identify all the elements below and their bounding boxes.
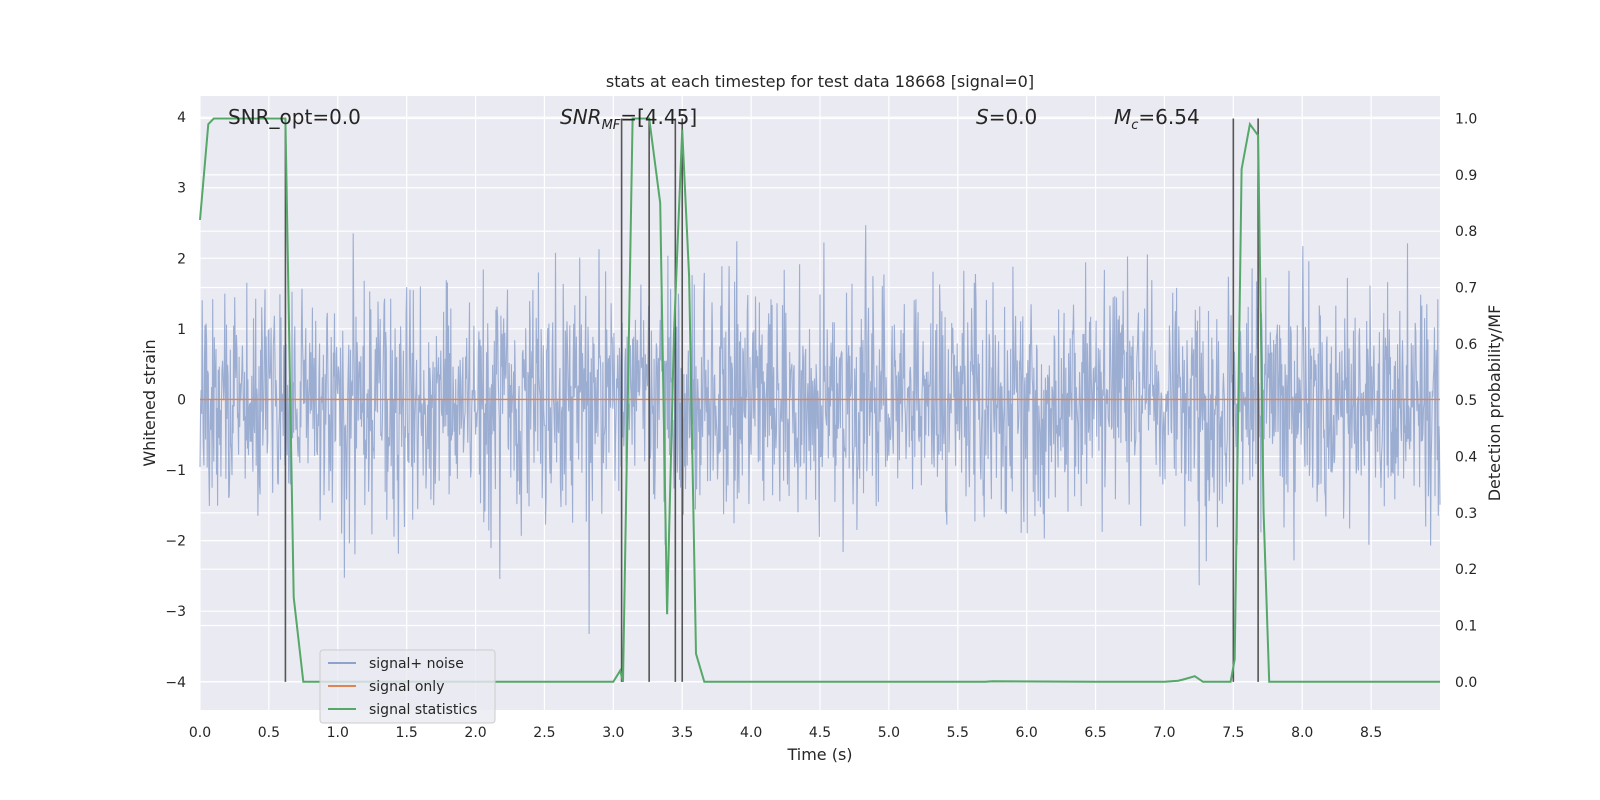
x-axis-ticks: 0.0 0.5 1.0 1.5 2.0 2.5 3.0 3.5 4.0 4.5 5.0 5.5 6.0 6… [189,725,1382,741]
x-tick-label: 1.5 [396,725,418,741]
x-tick-label: 2.0 [464,725,486,741]
y-tick-label: −3 [165,604,186,620]
chart-title: stats at each timestep for test data 186… [606,72,1034,91]
y-right-tick-label: 0.2 [1455,562,1477,578]
legend: signal+ noise signal only signal statist… [319,649,496,724]
x-tick-label: 2.5 [533,725,555,741]
x-tick-label: 4.5 [809,725,831,741]
y-right-tick-label: 0.1 [1455,619,1477,635]
x-tick-label: 8.5 [1360,725,1382,741]
legend-label-statistics: signal statistics [369,702,477,718]
x-tick-label: 0.5 [258,725,280,741]
y-tick-label: 2 [177,251,186,267]
y-tick-label: −4 [165,675,186,691]
annotation-mc-sub: c [1131,118,1138,133]
x-tick-label: 3.5 [671,725,693,741]
y-right-tick-label: 0.5 [1455,393,1477,409]
y-tick-label: −2 [165,534,186,550]
y-axis-label: Whitened strain [140,339,159,466]
x-tick-label: 6.0 [1016,725,1038,741]
x-tick-label: 5.5 [947,725,969,741]
y-right-tick-label: 0.7 [1455,281,1477,297]
x-tick-label: 8.0 [1291,725,1313,741]
x-tick-label: 5.0 [878,725,900,741]
annotation-s-main: S [976,105,989,129]
y-right-tick-label: 0.9 [1455,168,1477,184]
annotation-snr-mf-rest: =[4.45] [620,105,697,129]
x-tick-label: 7.0 [1153,725,1175,741]
x-tick-label: 3.0 [602,725,624,741]
annotation-s-rest: =0.0 [989,105,1038,129]
annotation-snr-mf-main: SNR [560,105,602,129]
annotation-snr-opt: SNR_opt=0.0 [228,105,361,129]
x-tick-label: 1.0 [327,725,349,741]
y-tick-label: 0 [177,392,186,408]
annotation-mc-main: M [1114,105,1131,129]
y-tick-label: −1 [165,463,186,479]
annotation-mc-rest: =6.54 [1138,105,1199,129]
y-right-tick-label: 0.3 [1455,506,1477,522]
annotation-snr-mf-sub: MF [602,118,621,133]
y-right-axis-ticks: 0.0 0.1 0.2 0.3 0.4 0.5 0.6 0.7 0.8 0.9 1.0 [1455,112,1477,691]
statistics-line [199,117,1440,683]
x-tick-label: 0.0 [189,725,211,741]
x-tick-label: 4.0 [740,725,762,741]
x-axis-label: Time (s) [786,745,852,764]
legend-box [319,649,496,724]
series-signal-statistics [199,117,1440,683]
y-tick-label: 3 [177,181,186,197]
y-right-tick-label: 0.6 [1455,337,1477,353]
x-tick-label: 6.5 [1084,725,1106,741]
vertical-markers [284,118,1259,682]
y-axis-ticks: −4 −3 −2 −1 0 1 2 3 4 [165,110,186,691]
annotation-mc: Mc=6.54 [1114,105,1200,133]
annotation-snr-mf: SNRMF=[4.45] [560,105,697,133]
legend-label-noise: signal+ noise [369,656,464,672]
legend-label-signal-only: signal only [369,679,444,695]
y-right-tick-label: 0.8 [1455,224,1477,240]
y-right-tick-label: 1.0 [1455,112,1477,128]
y-right-axis-label: Detection probability/MF [1485,305,1504,502]
y-right-tick-label: 0.0 [1455,675,1477,691]
y-tick-label: 4 [177,110,186,126]
x-tick-label: 7.5 [1222,725,1244,741]
y-tick-label: 1 [177,322,186,338]
annotation-s: S=0.0 [976,105,1037,129]
y-right-tick-label: 0.4 [1455,450,1477,466]
